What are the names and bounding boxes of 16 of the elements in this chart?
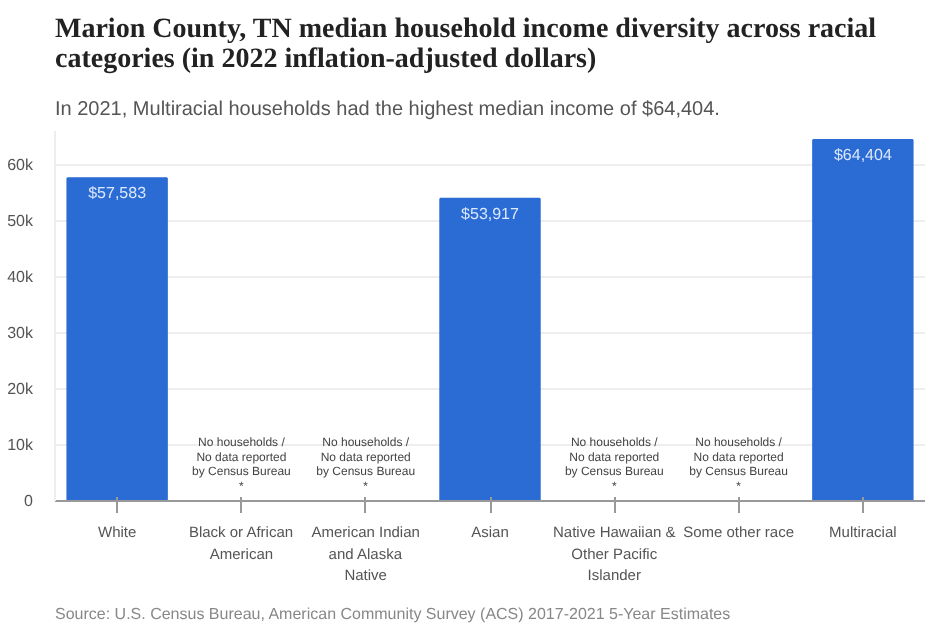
bar bbox=[812, 138, 914, 501]
data-label: $53,917 bbox=[461, 204, 521, 223]
y-tick-label: 50k bbox=[7, 211, 35, 230]
y-tick-label: 20k bbox=[7, 379, 35, 398]
y-tick-label: 0 bbox=[24, 492, 35, 510]
source-note: Source: U.S. Census Bureau, American Community Survey (ACS) 2017-2021 5-Year Estimates bbox=[55, 605, 731, 623]
y-tick-label: 30k bbox=[7, 323, 35, 342]
chart-title: Marion County, TN median household income diversity across racial categories (in 2022 inflation-adjusted dollars) bbox=[55, 15, 877, 75]
bar bbox=[439, 197, 541, 501]
y-tick-label: 60k bbox=[7, 155, 35, 174]
bar bbox=[66, 177, 168, 501]
data-label: $64,404 bbox=[833, 145, 893, 164]
data-label: $57,583 bbox=[88, 184, 148, 203]
chart-subtitle: In 2021, Multiracial households had the highest median income of $64,404. bbox=[55, 99, 720, 121]
y-tick-label: 10k bbox=[7, 435, 35, 454]
y-tick-label: 40k bbox=[7, 267, 35, 286]
